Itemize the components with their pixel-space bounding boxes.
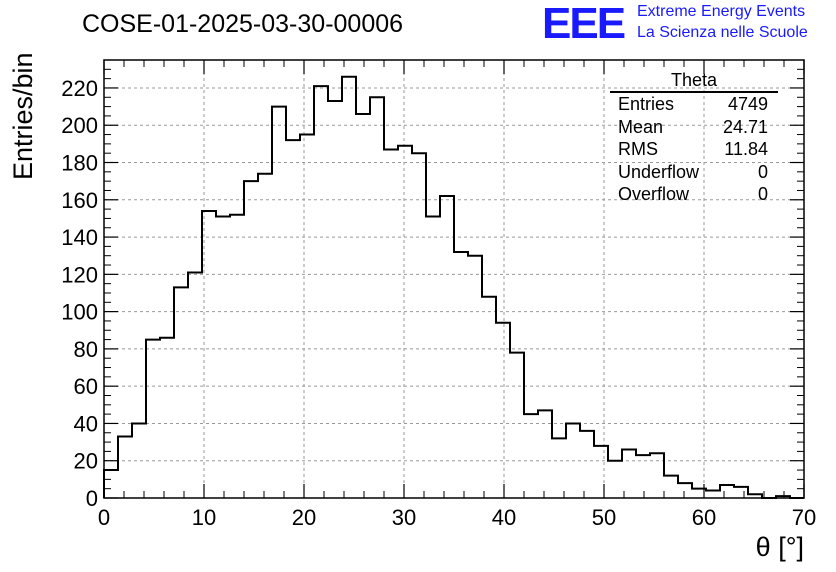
stats-label: Underflow xyxy=(618,161,700,182)
stats-label: Entries xyxy=(618,94,675,114)
x-tick-label: 30 xyxy=(392,505,416,530)
x-tick-label: 50 xyxy=(592,505,616,530)
x-tick-label: 10 xyxy=(192,505,216,530)
run-title: COSE-01-2025-03-30-00006 xyxy=(82,10,404,38)
histogram-step-line xyxy=(103,75,804,499)
stats-row-underflow: Underflow 0 xyxy=(610,161,778,184)
x-axis-label: θ [°] xyxy=(755,532,804,562)
axis-ticks xyxy=(103,59,805,499)
y-tick-label: 220 xyxy=(61,76,98,101)
y-tick-label: 40 xyxy=(74,411,98,436)
eee-tagline-1: Extreme Energy Events xyxy=(637,3,806,20)
y-tick-label: 140 xyxy=(61,225,98,250)
stats-label: Overflow xyxy=(618,184,690,204)
stats-label: RMS xyxy=(618,139,658,159)
stats-value: 0 xyxy=(757,184,768,204)
stats-row-mean: Mean 24.71 xyxy=(610,116,778,139)
tick-labels: 0 10 20 30 40 50 60 70 0 20 40 60 80 100 120 140 160 180 2… xyxy=(61,76,816,530)
stats-row-overflow: Overflow 0 xyxy=(610,183,778,206)
stats-row-entries: Entries 4749 xyxy=(610,93,778,116)
plot-frame xyxy=(103,59,805,499)
x-tick-label: 60 xyxy=(692,505,716,530)
stats-title: Theta xyxy=(610,70,778,93)
x-tick-label: 20 xyxy=(292,505,316,530)
y-tick-label: 160 xyxy=(61,188,98,213)
grid-lines xyxy=(104,60,804,498)
y-tick-label: 60 xyxy=(74,374,98,399)
y-tick-label: 180 xyxy=(61,151,98,176)
y-tick-label: 0 xyxy=(86,486,98,511)
y-tick-label: 120 xyxy=(61,262,98,287)
stats-value: 4749 xyxy=(727,94,768,114)
stats-value: 0 xyxy=(757,161,768,182)
eee-logo: EEE xyxy=(542,0,626,48)
y-tick-label: 80 xyxy=(74,337,98,362)
y-tick-label: 20 xyxy=(74,449,98,474)
stats-label: Mean xyxy=(618,116,664,137)
y-axis-label: Entries/bin xyxy=(8,52,38,180)
x-tick-label: 70 xyxy=(792,505,816,530)
stats-row-rms: RMS 11.84 xyxy=(610,138,778,161)
stats-box: Theta Entries 4749 Mean 24.71 RMS 11.84 … xyxy=(610,70,778,206)
eee-tagline-2: La Scienza nelle Scuole xyxy=(637,24,808,41)
stats-value: 11.84 xyxy=(724,139,768,159)
x-tick-label: 0 xyxy=(98,505,110,530)
y-tick-label: 100 xyxy=(61,300,98,325)
y-tick-label: 200 xyxy=(61,113,98,138)
x-tick-label: 40 xyxy=(492,505,516,530)
stats-value: 24.71 xyxy=(722,116,768,137)
